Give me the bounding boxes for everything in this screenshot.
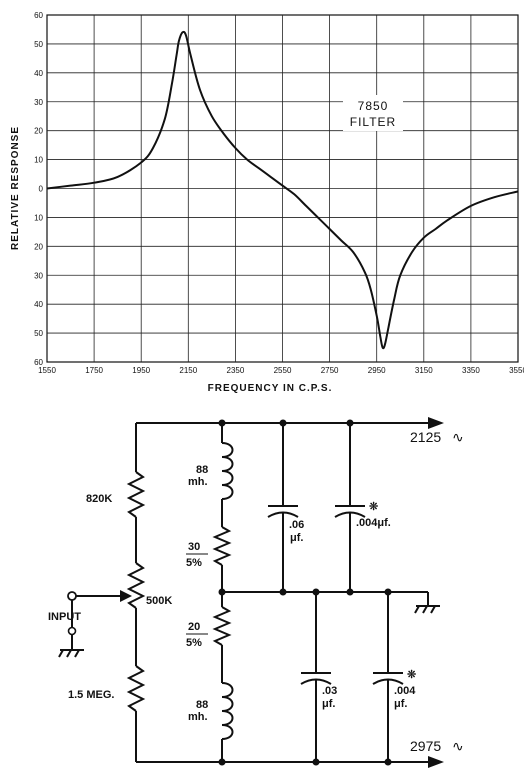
label-l1-value: 88: [196, 464, 208, 476]
label-c2-value: .004μf.: [356, 517, 391, 529]
label-c3-unit: μf.: [322, 698, 335, 710]
y-axis-label: RELATIVE RESPONSE: [10, 126, 21, 250]
label-input: INPUT: [48, 611, 81, 623]
x-tick-label: 1950: [132, 366, 150, 375]
y-tick-label: 50: [34, 329, 43, 338]
bottom-output-arrow: [428, 756, 444, 768]
label-r20-value: 20: [188, 621, 200, 633]
label-r30-value: 30: [188, 541, 200, 553]
y-tick-label: 10: [34, 156, 43, 165]
y-tick-label: 20: [34, 242, 43, 251]
response-chart: 1550 1750 1950 2150 2350 2550 2750 2950 3150 3350…: [10, 11, 524, 394]
resistor-30-ohm: [212, 526, 232, 566]
y-tick-label: 10: [34, 213, 43, 222]
x-tick-label: 2350: [227, 366, 245, 375]
label-c3-value: .03: [322, 685, 337, 697]
output-2125-tilde: ∿: [452, 429, 464, 445]
y-tick-label: 50: [34, 40, 43, 49]
capacitor-004uf-upper: [334, 423, 366, 592]
y-tick-label: 0: [39, 185, 44, 194]
label-l1-unit: mh.: [188, 476, 208, 488]
y-tick-label: 30: [34, 98, 43, 107]
wiper-arrow: [120, 590, 132, 602]
y-tick-label: 60: [34, 11, 43, 20]
inductor-88mh-upper: [221, 442, 234, 500]
label-c4-value: .004: [394, 685, 416, 697]
x-tick-label: 1750: [85, 366, 103, 375]
x-tick-label: 3350: [462, 366, 480, 375]
label-r30-tolerance: 5%: [186, 557, 202, 569]
label-l2-unit: mh.: [188, 711, 208, 723]
label-c2-asterisk: ❊: [369, 501, 378, 513]
x-axis-label: FREQUENCY IN C.P.S.: [208, 383, 333, 394]
response-curve: [46, 30, 519, 350]
x-tick-label: 1550: [38, 366, 56, 375]
y-tick-labels: 60 50 40 30 20 10 0 10 20 30 40 50 60: [34, 11, 43, 367]
output-2975-tilde: ∿: [452, 738, 464, 754]
annotation-box: [343, 95, 403, 131]
y-tick-label: 60: [34, 358, 43, 367]
label-820k: 820K: [86, 493, 112, 505]
x-tick-label: 2950: [368, 366, 386, 375]
filter-circuit: 2125 ∿ 2975 ∿ 820K 500K INPUT 1.5 MEG. 8…: [48, 417, 464, 768]
inductor-88mh-lower: [221, 682, 234, 740]
top-output-arrow: [428, 417, 444, 429]
capacitor-004uf-lower: [372, 592, 404, 762]
x-tick-label: 2550: [274, 366, 292, 375]
output-2975-label: 2975: [410, 738, 441, 754]
label-l2-value: 88: [196, 699, 208, 711]
label-500k: 500K: [146, 595, 172, 607]
input-terminal: [67, 591, 77, 601]
x-tick-labels: 1550 1750 1950 2150 2350 2550 2750 2950 3150 3350…: [38, 366, 524, 375]
junction-dots: [218, 419, 392, 766]
label-c4-unit: μf.: [394, 698, 407, 710]
x-tick-label: 2150: [179, 366, 197, 375]
x-tick-label: 3550: [509, 366, 524, 375]
output-2125-label: 2125: [410, 429, 441, 445]
mid-ground-icon: [414, 605, 440, 614]
annotation-line2: FILTER: [350, 115, 396, 129]
label-c1-unit: μf.: [290, 532, 303, 544]
y-tick-label: 30: [34, 271, 43, 280]
x-tick-label: 3150: [415, 366, 433, 375]
annotation-line1: 7850: [358, 99, 389, 113]
capacitor-06uf: [267, 423, 299, 592]
input-ground-terminal: [67, 626, 77, 636]
label-1-5meg: 1.5 MEG.: [68, 689, 114, 701]
resistor-20-ohm: [212, 606, 232, 646]
label-r20-tolerance: 5%: [186, 637, 202, 649]
label-c4-asterisk: ❊: [407, 669, 416, 681]
grid: [47, 15, 518, 362]
y-tick-label: 20: [34, 127, 43, 136]
input-ground-icon: [58, 649, 84, 658]
potentiometer-500k: [126, 562, 146, 609]
x-tick-label: 2750: [321, 366, 339, 375]
y-tick-label: 40: [34, 69, 43, 78]
resistor-1-5meg: [126, 665, 146, 712]
label-c1-value: .06: [289, 519, 304, 531]
y-tick-label: 40: [34, 300, 43, 309]
resistor-820k: [126, 471, 146, 518]
capacitor-03uf: [300, 592, 332, 762]
